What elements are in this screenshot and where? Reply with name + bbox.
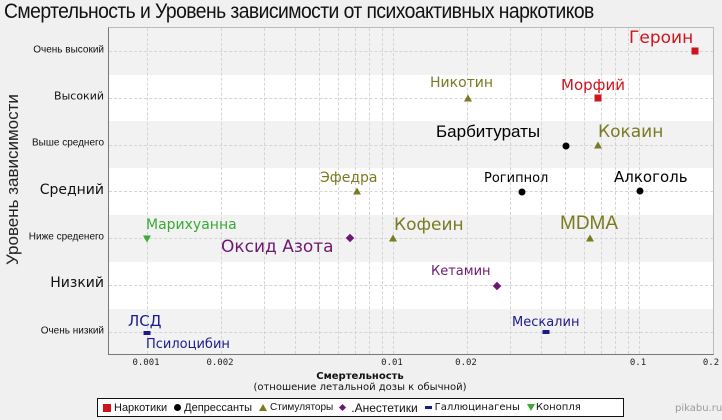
marker-diamond-nitrous-oxide[interactable] — [345, 233, 355, 243]
label-morphine: Морфий — [561, 76, 625, 94]
xtick-0-001: 0.001 — [132, 358, 160, 368]
label-psilocybin: Псилоцибин — [146, 337, 230, 352]
x-axis-label-subtitle: (отношение летальной дозы к обычной) — [253, 382, 467, 393]
v-gridline — [295, 28, 296, 354]
marker-dash-mescaline[interactable] — [542, 330, 550, 334]
label-lsd: ЛСД — [128, 312, 162, 330]
legend-item-narcotics[interactable]: Наркотики — [103, 402, 167, 414]
xtick-0-02: 0.02 — [455, 358, 477, 368]
h-gridline — [109, 145, 713, 146]
triangle-down-icon — [526, 404, 535, 411]
v-gridline — [264, 28, 265, 354]
legend-item-hallucinogens[interactable]: Галлюцинагены — [424, 402, 520, 413]
xtick-0-2: 0.2 — [702, 358, 720, 368]
label-ephedra: Эфедра — [320, 170, 378, 186]
marker-triangle-mdma[interactable] — [586, 234, 594, 242]
v-gridline — [393, 28, 394, 354]
xtick-0-1: 0.1 — [629, 358, 647, 368]
label-marijuana: Марихуанна — [146, 217, 237, 233]
marker-circle-alcohol[interactable] — [636, 187, 644, 195]
legend: Наркотики Депрессанты Стимуляторы .Анест… — [97, 398, 624, 417]
legend-item-cannabis[interactable]: Конопля — [526, 402, 581, 413]
band — [109, 121, 713, 168]
plot-area: Героин Морфий Никотин Барбитураты Кокаин… — [108, 27, 714, 355]
marker-triangle-cocaine[interactable] — [594, 141, 602, 149]
v-gridline — [510, 28, 511, 354]
v-gridline — [565, 28, 566, 354]
marker-triangle-ephedra[interactable] — [353, 187, 361, 195]
h-gridline — [109, 332, 713, 333]
watermark: pikabu.ru — [675, 403, 722, 414]
marker-circle-rohypnol[interactable] — [518, 188, 526, 196]
marker-diamond-ketamine[interactable] — [492, 281, 502, 291]
v-gridline — [382, 28, 383, 354]
label-mdma: MDMA — [560, 213, 619, 234]
diamond-icon — [339, 403, 347, 412]
legend-label: Стимуляторы — [270, 402, 334, 413]
label-nitrous-oxide: Оксид Азота — [221, 237, 334, 257]
x-axis-ticks: 0.001 0.002 0.01 0.02 0.1 0.2 — [108, 358, 719, 372]
v-gridline — [369, 28, 370, 354]
legend-label: Депрессанты — [184, 401, 253, 414]
h-gridline — [109, 238, 713, 239]
marker-triangle-caffeine[interactable] — [389, 234, 397, 242]
v-gridline — [338, 28, 339, 354]
band — [109, 309, 713, 354]
legend-label: Конопля — [535, 402, 581, 413]
v-gridline — [541, 28, 542, 354]
v-gridline — [221, 28, 222, 354]
xtick-0-01: 0.01 — [381, 358, 403, 368]
marker-dash-lsd[interactable] — [143, 331, 151, 335]
xtick-0-002: 0.002 — [206, 358, 234, 368]
legend-item-anesthetics[interactable]: .Анестетики — [339, 400, 418, 415]
v-gridline — [147, 28, 148, 354]
ytick-very-high: Очень высокий — [33, 44, 104, 56]
label-barbiturates: Барбитураты — [436, 122, 541, 141]
ytick-very-low: Очень низкий — [40, 325, 104, 337]
label-heroin: Героин — [629, 28, 694, 48]
legend-item-depressants[interactable]: Депрессанты — [174, 402, 252, 414]
v-gridline — [467, 28, 468, 354]
v-gridline — [615, 28, 616, 354]
marker-circle-barbiturates[interactable] — [562, 142, 570, 150]
label-caffeine: Кофеин — [394, 215, 464, 235]
legend-label: .Анестетики — [351, 400, 418, 415]
dash-icon — [424, 406, 432, 409]
square-icon — [103, 403, 111, 412]
circle-icon — [174, 404, 182, 411]
v-gridline — [584, 28, 585, 354]
label-rohypnol: Рогипнол — [484, 171, 549, 186]
label-ketamine: Кетамин — [431, 264, 491, 279]
marker-square-morphine[interactable] — [594, 94, 602, 102]
v-gridline — [628, 28, 629, 354]
legend-label: Галлюцинагены — [434, 402, 520, 413]
chart-title: Смертельность и Уровень зависимости от п… — [4, 0, 594, 23]
h-gridline — [109, 285, 713, 286]
h-gridline — [109, 51, 713, 52]
ytick-high: Высокий — [54, 89, 104, 103]
h-gridline — [109, 98, 713, 99]
ytick-below-average: Ниже среденего — [28, 231, 104, 243]
h-gridline — [109, 191, 713, 192]
label-mescaline: Мескалин — [512, 315, 580, 330]
x-axis-label: Смертельность (отношение летальной дозы … — [230, 371, 490, 393]
marker-triangle-nicotine[interactable] — [464, 94, 472, 102]
ytick-low: Низкий — [50, 275, 104, 291]
marker-triangle-down-marijuana[interactable] — [143, 235, 151, 243]
label-nicotine: Никотин — [430, 75, 494, 91]
x-axis-label-title: Смертельность — [316, 371, 404, 382]
triangle-up-icon — [259, 404, 268, 411]
legend-item-stimulants[interactable]: Стимуляторы — [259, 402, 333, 413]
ytick-average: Средний — [39, 182, 104, 198]
v-gridline — [601, 28, 602, 354]
label-alcohol: Алкоголь — [614, 168, 688, 186]
v-gridline — [319, 28, 320, 354]
legend-label: Наркотики — [114, 401, 168, 414]
marker-square-heroin[interactable] — [691, 47, 699, 55]
y-axis-ticks: Очень высокий Высокий Выше среднего Сред… — [0, 27, 104, 355]
ytick-above-average: Выше среднего — [31, 137, 104, 149]
label-cocaine: Кокаин — [598, 122, 664, 142]
